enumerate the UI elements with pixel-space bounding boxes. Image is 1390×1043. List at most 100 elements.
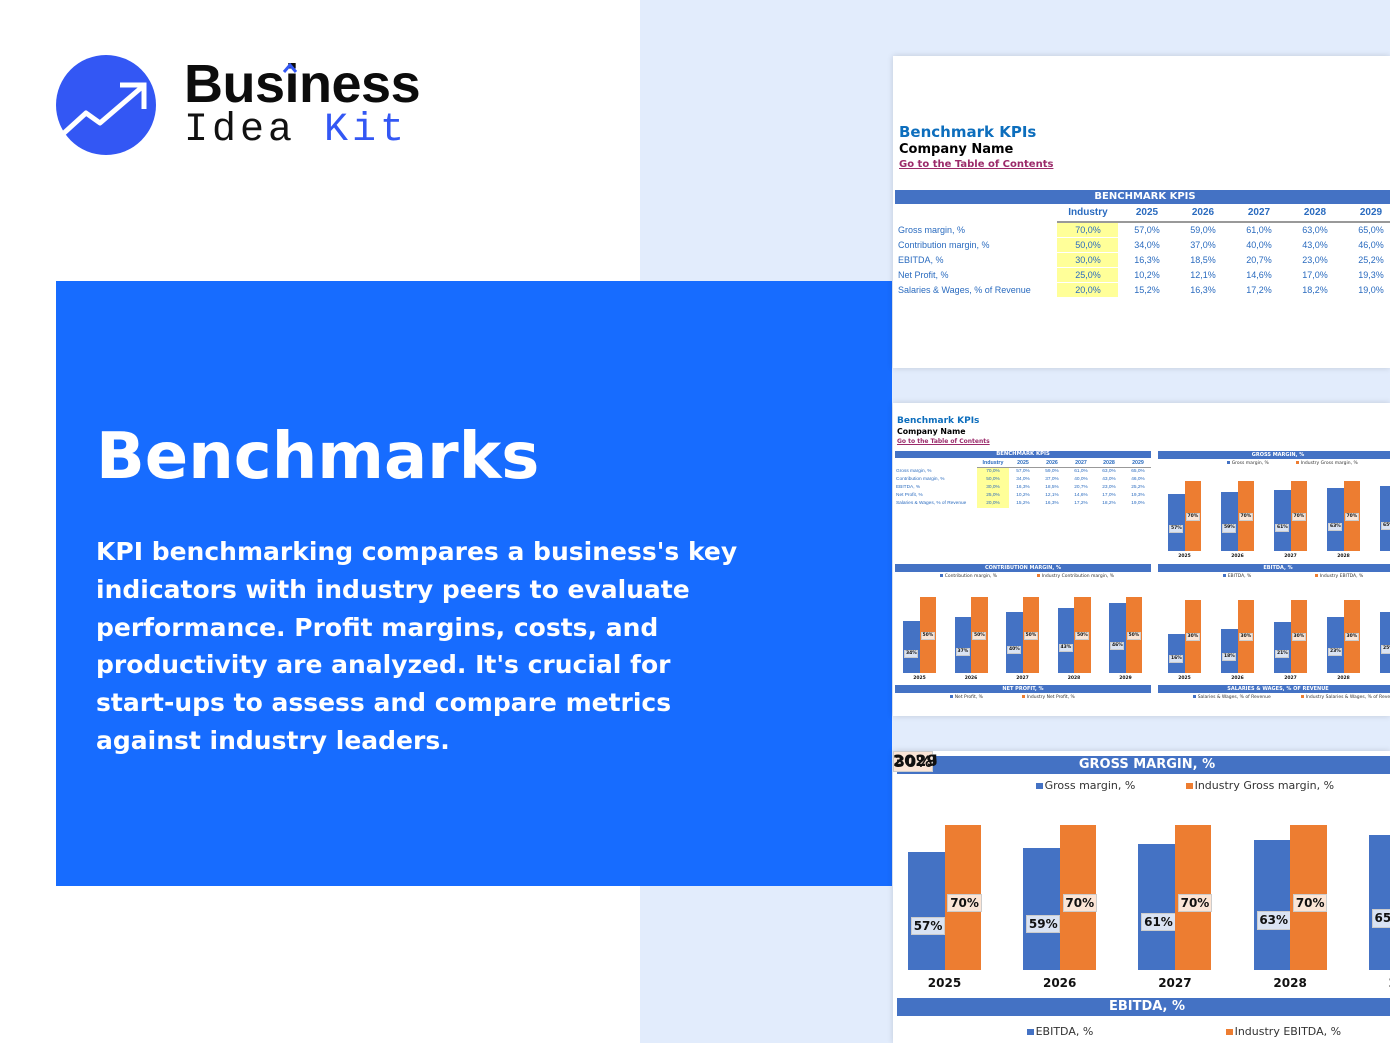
industry-highlight <box>1057 253 1118 267</box>
legend-label: Industry EBITDA, % <box>1234 1025 1342 1038</box>
table-cell: 46,0% <box>1358 240 1384 250</box>
table-cell: 19,0% <box>1131 501 1145 507</box>
sheet-title: Benchmark KPIs <box>897 416 980 426</box>
data-label: 70% <box>1062 894 1097 913</box>
industry-highlight <box>976 492 1009 500</box>
table-cell: 18,5% <box>1045 485 1059 491</box>
column-header: 2029 <box>1132 460 1144 466</box>
data-label: 57% <box>910 916 946 936</box>
table-cell: 46,0% <box>1131 477 1145 483</box>
data-label: 30% <box>893 751 934 772</box>
bar-company <box>1109 603 1126 673</box>
data-label: 43% <box>1058 643 1073 652</box>
column-header: 2028 <box>1303 207 1327 218</box>
column-header: 2029 <box>1359 207 1383 218</box>
column-header: Industry <box>982 460 1004 466</box>
industry-highlight <box>1057 238 1118 252</box>
category-label: 2029 <box>1369 976 1390 990</box>
logo-caret-icon <box>282 58 298 73</box>
table-cell: 59,0% <box>1045 469 1059 475</box>
table-cell: 57,0% <box>1016 469 1030 475</box>
table-cell: 16,3% <box>1045 501 1059 507</box>
legend-item: Industry Net Profit, % <box>1022 695 1075 700</box>
table-cell: 25,0% <box>1075 270 1101 280</box>
data-label: 59% <box>1026 915 1061 934</box>
chart-title-bar: SALARIES & WAGES, % OF REVENUE <box>1158 685 1390 693</box>
industry-highlight <box>976 484 1009 492</box>
table-of-contents-link[interactable]: Go to the Table of Contents <box>897 437 990 445</box>
chart-title-bar: GROSS MARGIN, % <box>897 756 1390 774</box>
row-label: EBITDA, % <box>898 255 944 265</box>
data-label: 63% <box>1328 522 1343 531</box>
chart-title-bar: EBITDA, % <box>897 998 1390 1016</box>
table-cell: 25,2% <box>1358 255 1384 265</box>
table-cell: 19,3% <box>1358 270 1384 280</box>
table-cell: 25,2% <box>1131 485 1145 491</box>
category-label: 2028 <box>1337 554 1350 559</box>
data-label: 21% <box>1275 649 1290 658</box>
description-line: indicators with industry peers to evalua… <box>96 574 690 604</box>
legend-swatch-orange <box>1296 461 1299 464</box>
data-label: 70% <box>1185 513 1200 522</box>
table-cell: 17,0% <box>1102 493 1116 499</box>
category-label: 2027 <box>1284 676 1297 681</box>
legend-item: Industry Gross margin, % <box>1186 779 1334 792</box>
bar-company <box>903 621 920 673</box>
legend-item: Industry EBITDA, % <box>1226 1025 1341 1038</box>
column-header: 2026 <box>1191 207 1215 218</box>
table-cell: 10,2% <box>1134 270 1160 280</box>
spreadsheet-preview-table: Benchmark KPIs Company Name Go to the Tabl… <box>893 56 1390 368</box>
legend-item: EBITDA, % <box>1223 574 1251 579</box>
table-cell: 23,0% <box>1102 485 1116 491</box>
bar-company <box>1168 494 1185 551</box>
table-cell: 70,0% <box>1075 225 1101 235</box>
data-label: 16% <box>1169 655 1184 664</box>
category-label: 2028 <box>1337 676 1350 681</box>
bar-company <box>1006 612 1023 673</box>
legend-label: EBITDA, % <box>1227 574 1252 579</box>
column-header: Industry <box>1068 207 1108 218</box>
industry-highlight <box>1057 268 1118 282</box>
bar-company <box>1327 488 1344 551</box>
table-cell: 25,0% <box>986 493 1000 499</box>
category-label: 2025 <box>927 976 962 990</box>
hero-description: KPI benchmarking compares a business's k… <box>96 533 737 760</box>
table-of-contents-link[interactable]: Go to the Table of Contents <box>899 159 1054 170</box>
data-label: 30% <box>1238 633 1253 642</box>
legend-item: Industry Contribution margin, % <box>1037 574 1114 579</box>
bar-company <box>1138 843 1175 970</box>
legend-swatch-blue <box>950 695 953 698</box>
bar-company <box>954 616 971 673</box>
table-cell: 12,1% <box>1045 493 1059 499</box>
industry-highlight <box>1057 283 1118 297</box>
table-cell: 63,0% <box>1102 469 1116 475</box>
category-label: 2029 <box>1380 554 1390 559</box>
company-name: Company Name <box>897 427 966 437</box>
data-label: 50% <box>1075 632 1090 641</box>
industry-highlight <box>976 500 1009 508</box>
logo-word-business: Business <box>184 54 421 114</box>
table-cell: 18,2% <box>1102 501 1116 507</box>
column-header: 2027 <box>1075 460 1087 466</box>
data-label: 50% <box>1023 632 1038 641</box>
bar-company <box>1221 492 1238 551</box>
data-label: 25% <box>1381 645 1390 654</box>
table-cell: 19,3% <box>1131 493 1145 499</box>
legend-item: EBITDA, % <box>1027 1025 1093 1038</box>
legend-label: Salaries & Wages, % of Revenue <box>1197 695 1271 700</box>
header-underline <box>976 467 1151 469</box>
industry-highlight <box>976 476 1009 484</box>
data-label: 50% <box>1126 632 1141 641</box>
table-cell: 63,0% <box>1302 225 1328 235</box>
column-header: 2027 <box>1247 207 1271 218</box>
data-label: 37% <box>955 647 970 656</box>
legend-item: Industry Gross margin, % <box>1296 461 1358 466</box>
table-title-bar: BENCHMARK KPIS <box>895 190 1390 204</box>
row-label: Contribution margin, % <box>898 240 990 250</box>
table-cell: 14,6% <box>1074 493 1088 499</box>
table-cell: 16,3% <box>1134 255 1160 265</box>
legend-label: Gross margin, % <box>1044 779 1136 792</box>
legend-label: Industry Contribution margin, % <box>1041 574 1115 579</box>
table-cell: 61,0% <box>1246 225 1272 235</box>
data-label: 50% <box>972 632 987 641</box>
